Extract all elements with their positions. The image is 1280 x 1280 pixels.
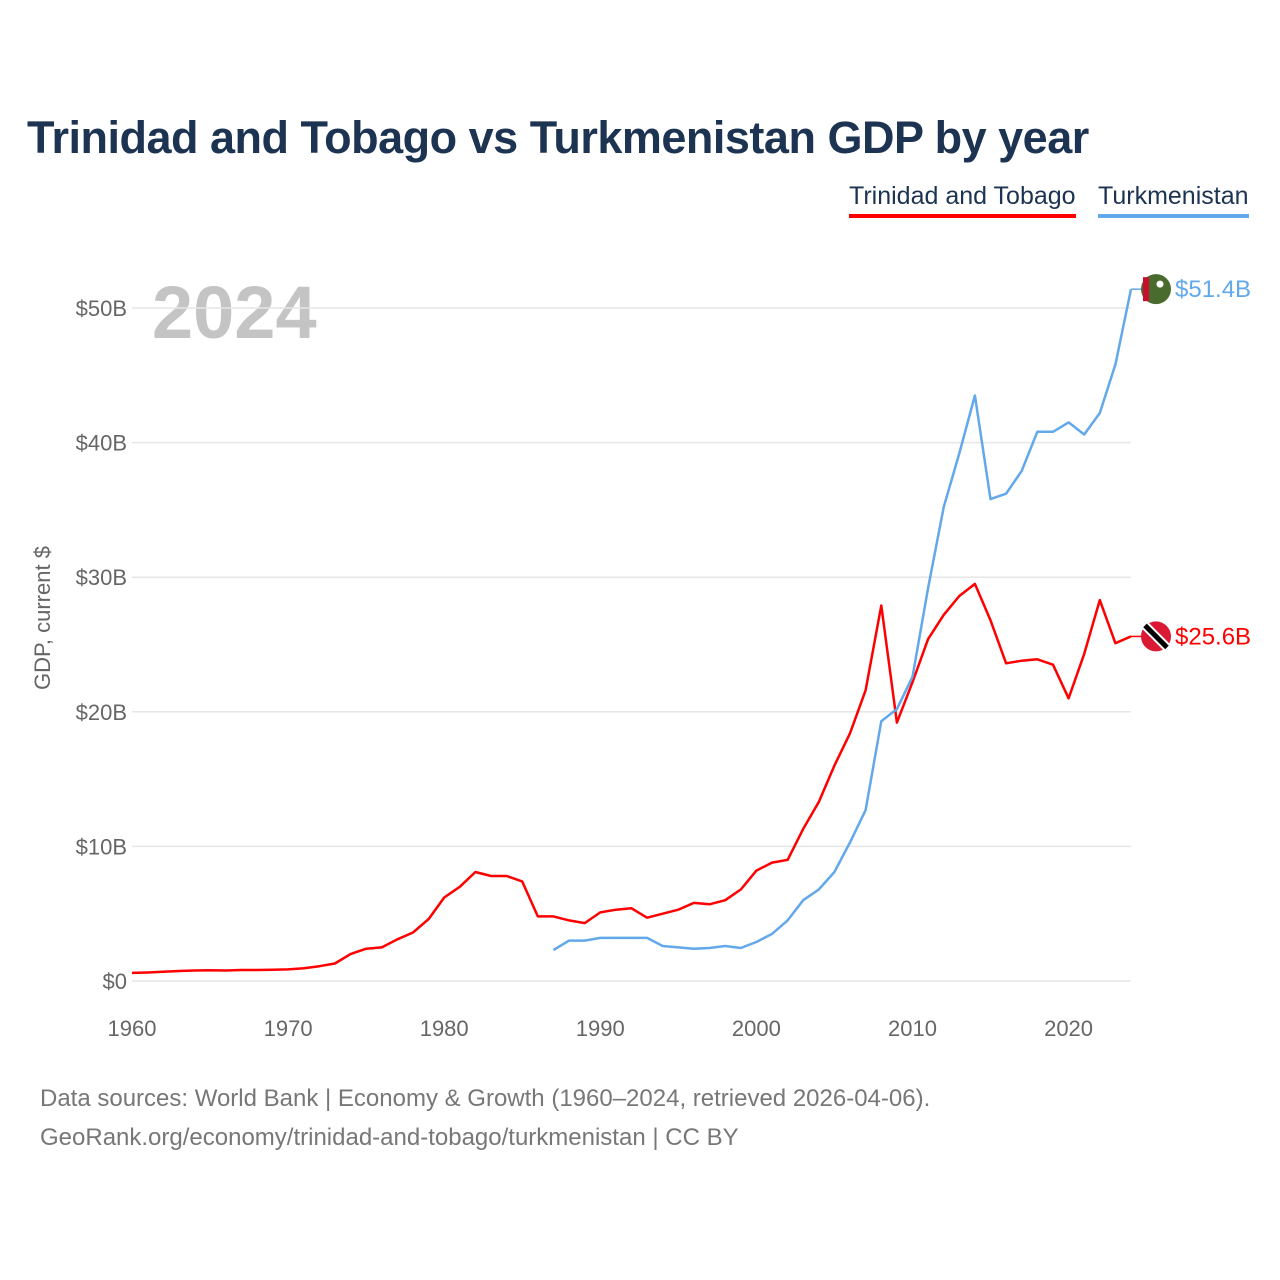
footer-sources: Data sources: World Bank | Economy & Gro… <box>40 1085 931 1112</box>
y-tick-label: $20B <box>76 700 127 725</box>
turkmenistan-flag-band <box>1143 277 1149 302</box>
x-tick-label: 2010 <box>888 1016 937 1041</box>
footer-link[interactable]: GeoRank.org/economy/trinidad-and-tobago/… <box>40 1124 739 1151</box>
x-tick-label: 2000 <box>732 1016 781 1041</box>
x-tick-label: 1980 <box>420 1016 469 1041</box>
year-watermark: 2024 <box>152 271 317 354</box>
end-value-label: $25.6B <box>1175 623 1251 650</box>
y-tick-label: $50B <box>76 296 127 321</box>
x-tick-label: 1960 <box>108 1016 157 1041</box>
x-tick-label: 1990 <box>576 1016 625 1041</box>
turkmenistan-flag-crescent <box>1156 280 1164 288</box>
y-tick-label: $40B <box>76 431 127 456</box>
chart-title: Trinidad and Tobago vs Turkmenistan GDP … <box>27 112 1089 163</box>
series-line-1 <box>552 288 1133 952</box>
x-tick-label: 2020 <box>1044 1016 1093 1041</box>
y-tick-label: $30B <box>76 565 127 590</box>
legend-trinidad-and-tobago[interactable]: Trinidad and Tobago <box>849 182 1076 218</box>
end-value-label: $51.4B <box>1175 276 1251 303</box>
trinidad-flag-stripe <box>1143 623 1169 650</box>
y-tick-label: $0 <box>103 969 127 994</box>
y-axis-label: GDP, current $ <box>30 546 55 690</box>
y-tick-label: $10B <box>76 834 127 859</box>
series-line-0 <box>131 582 1132 975</box>
legend-turkmenistan[interactable]: Turkmenistan <box>1098 182 1249 218</box>
x-tick-label: 1970 <box>264 1016 313 1041</box>
